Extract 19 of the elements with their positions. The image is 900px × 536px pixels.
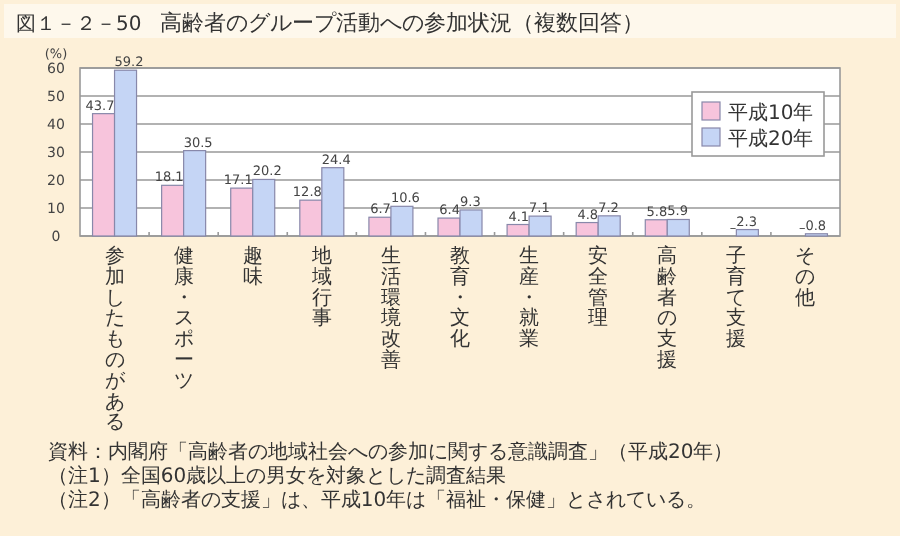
bar [735, 228, 759, 237]
x-tick-label: 高齢者の支援 [657, 244, 678, 372]
text: 資料：内閣府「高齢者の地域社会への参加に関する意識調査」（平成20年） [48, 440, 734, 464]
x-tick-label: その他 [795, 246, 816, 310]
x-tick-label: 生産・就業 [519, 244, 540, 352]
x-tick-label: 趣味 [242, 244, 263, 289]
legend-label: 平成20年 [728, 127, 814, 151]
category-label: 参加したものがある [104, 246, 125, 435]
x-tick-label: 教育・文化 [450, 246, 470, 352]
x-tick-label: 子育て支援 [726, 246, 747, 352]
x-tick-label: 健康・スポーツ [173, 246, 194, 393]
chart-subtitle: 図１－２－50 [16, 14, 142, 36]
text: （注1）全国60歳以上の男女を対象とした調査結果 [48, 464, 507, 488]
x-tick-label: 安全管理 [588, 244, 609, 331]
x-tick-label: 地域行事 [309, 244, 332, 331]
x-tick-label: 生活環境改善 [378, 244, 401, 372]
text: （注2）「高齢者の支援」は、平成10年は「福祉・保健」とされている。 [48, 488, 707, 512]
legend-label: 平成10年 [728, 101, 814, 125]
chart-title: 高齢者のグループ活動への参加状況（複数回答） [160, 10, 644, 36]
